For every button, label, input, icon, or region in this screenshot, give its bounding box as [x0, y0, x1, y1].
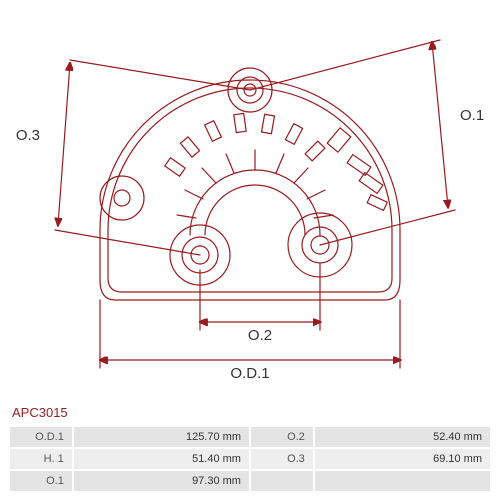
spec-value: [315, 471, 490, 491]
spec-value: 69.10 mm: [315, 449, 490, 469]
dim-o1-label: O.1: [460, 107, 484, 124]
table-row: O.D.1 125.70 mm O.2 52.40 mm: [10, 427, 490, 447]
spec-label: [251, 471, 313, 491]
spec-label: O.3: [251, 449, 313, 469]
table-row: H. 1 51.40 mm O.3 69.10 mm: [10, 449, 490, 469]
dim-od1-label: O.D.1: [230, 365, 269, 382]
technical-drawing: O.D.1 O.2 O.1 O.3: [0, 0, 500, 400]
spec-label: O.D.1: [10, 427, 72, 447]
spec-label: O.1: [10, 471, 72, 491]
spec-table: O.D.1 125.70 mm O.2 52.40 mm H. 1 51.40 …: [8, 425, 492, 493]
dim-o3-label: O.3: [16, 127, 40, 144]
spec-value: 125.70 mm: [74, 427, 249, 447]
spec-label: H. 1: [10, 449, 72, 469]
part-number: APC3015: [12, 405, 68, 420]
table-row: O.1 97.30 mm: [10, 471, 490, 491]
dim-o2-label: O.2: [248, 327, 272, 344]
spec-value: 52.40 mm: [315, 427, 490, 447]
spec-value: 51.40 mm: [74, 449, 249, 469]
spec-value: 97.30 mm: [74, 471, 249, 491]
spec-label: O.2: [251, 427, 313, 447]
